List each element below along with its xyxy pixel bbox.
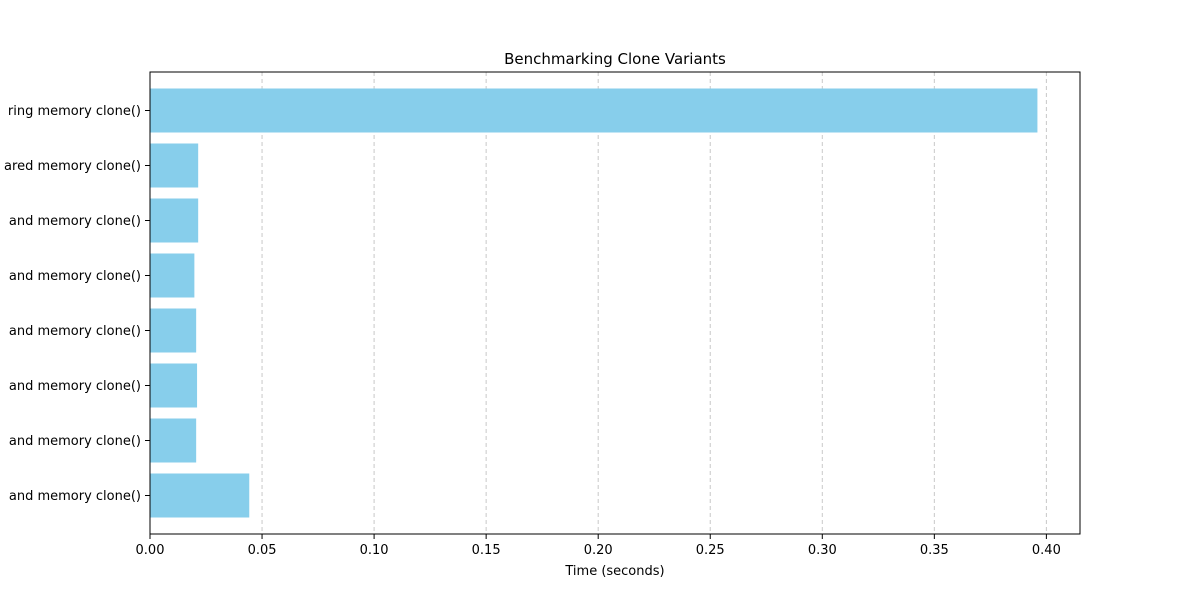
y-tick-label: ring memory clone() (8, 104, 141, 119)
plot-frame (149, 71, 1081, 535)
x-tick-label: 0.05 (248, 543, 277, 558)
bar (150, 363, 198, 408)
y-tick-label: and memory clone() (9, 324, 141, 339)
y-tick-label: ared memory clone() (4, 159, 141, 174)
chart-title: Benchmarking Clone Variants (504, 50, 726, 68)
grid-lines (149, 72, 1047, 534)
x-tick-label: 0.10 (360, 543, 389, 558)
bar (150, 308, 197, 353)
x-tick-label: 0.30 (808, 543, 837, 558)
x-tick-label: 0.00 (136, 543, 165, 558)
x-tick-label: 0.20 (584, 543, 613, 558)
bar (150, 418, 197, 463)
y-tick-label: and memory clone() (9, 379, 141, 394)
y-tick-label: and memory clone() (9, 214, 141, 229)
x-axis-label: Time (seconds) (564, 564, 664, 579)
x-tick-label: 0.15 (472, 543, 501, 558)
y-tick-label: and memory clone() (9, 489, 141, 504)
x-tick-label: 0.35 (920, 543, 949, 558)
x-tick-label: 0.40 (1032, 543, 1061, 558)
y-tick-label: and memory clone() (9, 269, 141, 284)
bar (150, 473, 250, 518)
x-axis-ticks: 0.00 0.05 0.10 0.15 0.20 0.25 0.30 0.35 0.40 (136, 534, 1061, 558)
y-tick-label: and memory clone() (9, 434, 141, 449)
bar (150, 143, 199, 188)
x-tick-label: 0.25 (696, 543, 725, 558)
bars (150, 88, 1038, 518)
bar (150, 198, 199, 243)
bar (150, 253, 195, 298)
y-axis-ticks: ring memory clone() ared memory clone() an… (4, 104, 150, 504)
bar (150, 88, 1038, 133)
